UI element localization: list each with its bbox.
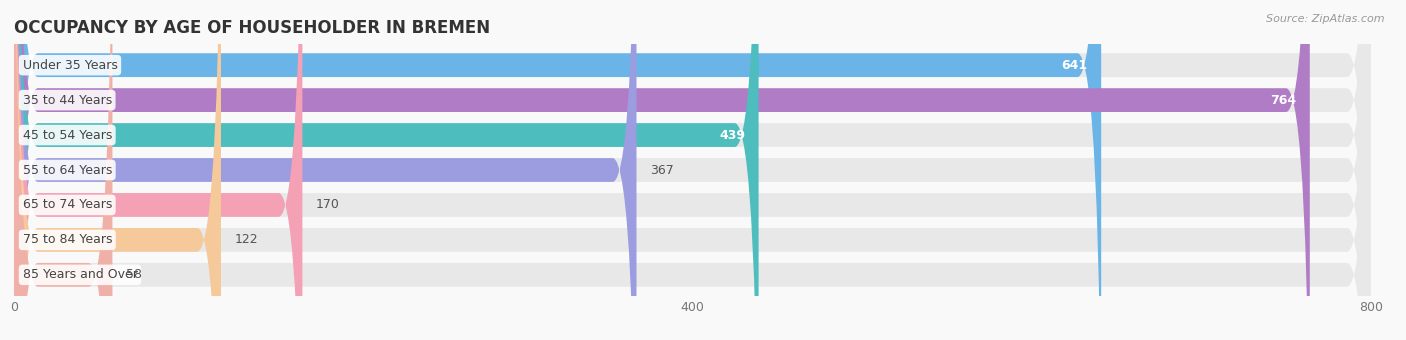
Text: 85 Years and Over: 85 Years and Over [22,268,138,281]
FancyBboxPatch shape [14,0,1101,340]
Text: 122: 122 [235,233,259,246]
FancyBboxPatch shape [14,0,1371,340]
Text: 641: 641 [1062,59,1088,72]
FancyBboxPatch shape [14,0,1371,340]
FancyBboxPatch shape [14,0,112,340]
FancyBboxPatch shape [14,0,1371,340]
FancyBboxPatch shape [14,0,759,340]
Text: 367: 367 [650,164,673,176]
FancyBboxPatch shape [14,0,1371,340]
Text: 58: 58 [127,268,142,281]
FancyBboxPatch shape [14,0,221,340]
FancyBboxPatch shape [14,0,1310,340]
Text: 65 to 74 Years: 65 to 74 Years [22,199,112,211]
Text: 35 to 44 Years: 35 to 44 Years [22,94,112,107]
FancyBboxPatch shape [14,0,302,340]
FancyBboxPatch shape [14,0,1371,340]
Text: 45 to 54 Years: 45 to 54 Years [22,129,112,141]
FancyBboxPatch shape [14,0,637,340]
Text: 170: 170 [316,199,340,211]
Text: 764: 764 [1270,94,1296,107]
FancyBboxPatch shape [14,0,1371,340]
FancyBboxPatch shape [14,0,1371,340]
Text: 75 to 84 Years: 75 to 84 Years [22,233,112,246]
Text: 439: 439 [718,129,745,141]
Text: Under 35 Years: Under 35 Years [22,59,118,72]
Text: 55 to 64 Years: 55 to 64 Years [22,164,112,176]
Text: Source: ZipAtlas.com: Source: ZipAtlas.com [1267,14,1385,23]
Text: OCCUPANCY BY AGE OF HOUSEHOLDER IN BREMEN: OCCUPANCY BY AGE OF HOUSEHOLDER IN BREME… [14,19,491,37]
